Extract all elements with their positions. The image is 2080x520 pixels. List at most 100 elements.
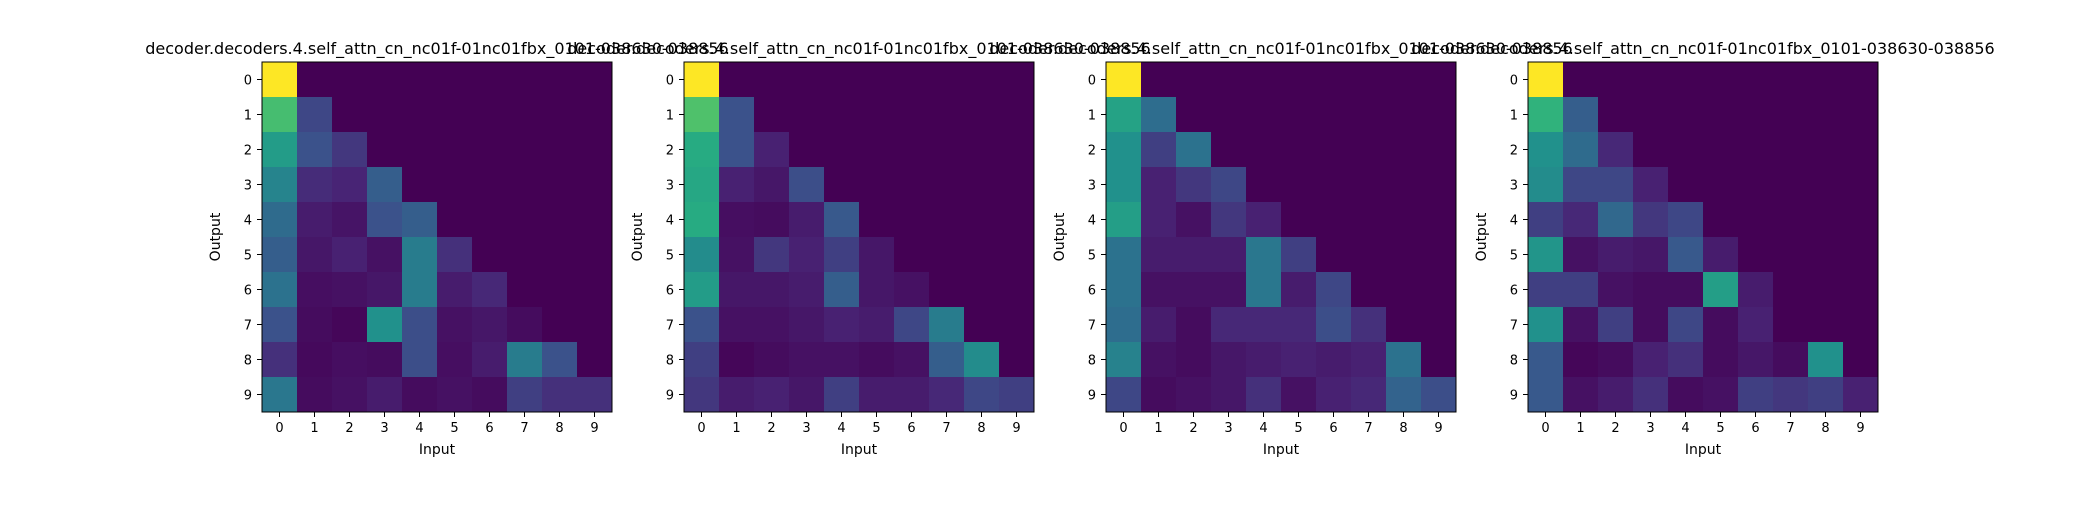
heatmap-cell (824, 307, 860, 343)
x-tick-label: 5 (1716, 421, 1724, 436)
heatmap-cell (824, 167, 860, 203)
heatmap-cell (1528, 377, 1564, 413)
heatmap-cell (719, 97, 755, 133)
heatmap-cell (1421, 167, 1457, 203)
heatmap-cell (1351, 132, 1387, 168)
heatmap-cell (1281, 132, 1317, 168)
heatmap-cell (1176, 342, 1212, 378)
heatmap-cell (1246, 132, 1282, 168)
heatmap-cell (507, 97, 543, 133)
heatmap-cell (1351, 167, 1387, 203)
heatmap-cell (894, 237, 930, 273)
x-tick-label: 7 (1786, 421, 1794, 436)
heatmap-cell (1563, 377, 1599, 413)
heatmap-panel-4: 0 1 2 3 4 5 6 7 8 9 0 1 2 3 4 5 6 7 8 9 Input Output decoder.d… (1411, 39, 1994, 458)
heatmap-cell (1351, 342, 1387, 378)
heatmap-cell (684, 237, 720, 273)
heatmap-cell (1386, 272, 1422, 308)
heatmap-cell (789, 97, 825, 133)
x-tick-label: 9 (1012, 421, 1020, 436)
y-axis-label: Output (208, 212, 224, 261)
heatmap-cell (402, 62, 438, 98)
heatmap-cell (789, 202, 825, 238)
heatmap-cell (437, 307, 473, 343)
heatmap-cell (1211, 167, 1247, 203)
heatmap-cell (367, 97, 403, 133)
heatmap-cell (1598, 342, 1634, 378)
y-tick-label: 4 (666, 214, 674, 229)
heatmap-cell (542, 97, 578, 133)
heatmap-cell (894, 62, 930, 98)
y-tick-label: 8 (244, 354, 252, 369)
heatmap-cell (1421, 342, 1457, 378)
y-axis-label: Output (630, 212, 646, 261)
heatmap-cell (1843, 132, 1879, 168)
heatmap-cell (1351, 272, 1387, 308)
heatmap-cell (1421, 202, 1457, 238)
heatmap-cell (964, 202, 1000, 238)
heatmap-cell (1668, 132, 1704, 168)
heatmap-cell (999, 377, 1035, 413)
heatmap-cell (894, 272, 930, 308)
x-tick-label: 2 (767, 421, 775, 436)
heatmap-cell (1598, 62, 1634, 98)
heatmap-cell (1141, 377, 1177, 413)
heatmap-cell (1386, 342, 1422, 378)
plot-frame (261, 61, 613, 413)
heatmap-cell (964, 307, 1000, 343)
y-tick-label: 1 (666, 109, 674, 124)
heatmap-cell (1316, 342, 1352, 378)
heatmap-cell (1808, 342, 1844, 378)
heatmap-cell (754, 237, 790, 273)
heatmap-cell (824, 97, 860, 133)
x-axis-label: Input (419, 442, 456, 458)
heatmap-cell (402, 97, 438, 133)
heatmap-cell (1141, 132, 1177, 168)
heatmap-cell (1773, 202, 1809, 238)
heatmap-cell (1703, 342, 1739, 378)
heatmap-cell (859, 62, 895, 98)
heatmap-cell (332, 237, 368, 273)
heatmap-cell (1211, 97, 1247, 133)
heatmap-cell (1281, 167, 1317, 203)
heatmap-cell (1528, 167, 1564, 203)
x-tick-label: 0 (275, 421, 283, 436)
heatmap-cell (297, 272, 333, 308)
heatmap-cell (1633, 62, 1669, 98)
y-tick-label: 1 (244, 109, 252, 124)
heatmap-cell (1563, 202, 1599, 238)
heatmap-cell (1211, 62, 1247, 98)
heatmap-cell (999, 62, 1035, 98)
heatmap-cell (262, 62, 298, 98)
x-tick-label: 4 (415, 421, 423, 436)
heatmap-cell (1633, 342, 1669, 378)
heatmap-cell (1808, 202, 1844, 238)
heatmap-cell (297, 202, 333, 238)
heatmap-cell (577, 377, 613, 413)
heatmap-cell (507, 132, 543, 168)
heatmap-cell (1598, 377, 1634, 413)
heatmap-cell (472, 342, 508, 378)
heatmap-cell (929, 202, 965, 238)
heatmap-cell (577, 62, 613, 98)
y-tick-label: 2 (244, 144, 252, 159)
heatmap-cell (1281, 97, 1317, 133)
heatmap-cell (472, 167, 508, 203)
heatmap-cell (1246, 377, 1282, 413)
heatmap-cell (1106, 307, 1142, 343)
heatmap-cell (367, 342, 403, 378)
heatmap-cell (1246, 167, 1282, 203)
heatmap-cell (262, 377, 298, 413)
x-axis-label: Input (1685, 442, 1722, 458)
heatmap-cell (789, 377, 825, 413)
heatmap-cell (1176, 167, 1212, 203)
heatmap-cell (297, 132, 333, 168)
heatmap-cell (754, 97, 790, 133)
heatmap-cell (1633, 167, 1669, 203)
heatmap-cell (1106, 167, 1142, 203)
heatmap-cell (1738, 62, 1774, 98)
heatmap-cell (402, 167, 438, 203)
x-tick-label: 7 (1364, 421, 1372, 436)
y-tick-label: 9 (666, 389, 674, 404)
heatmap-cell (1528, 97, 1564, 133)
